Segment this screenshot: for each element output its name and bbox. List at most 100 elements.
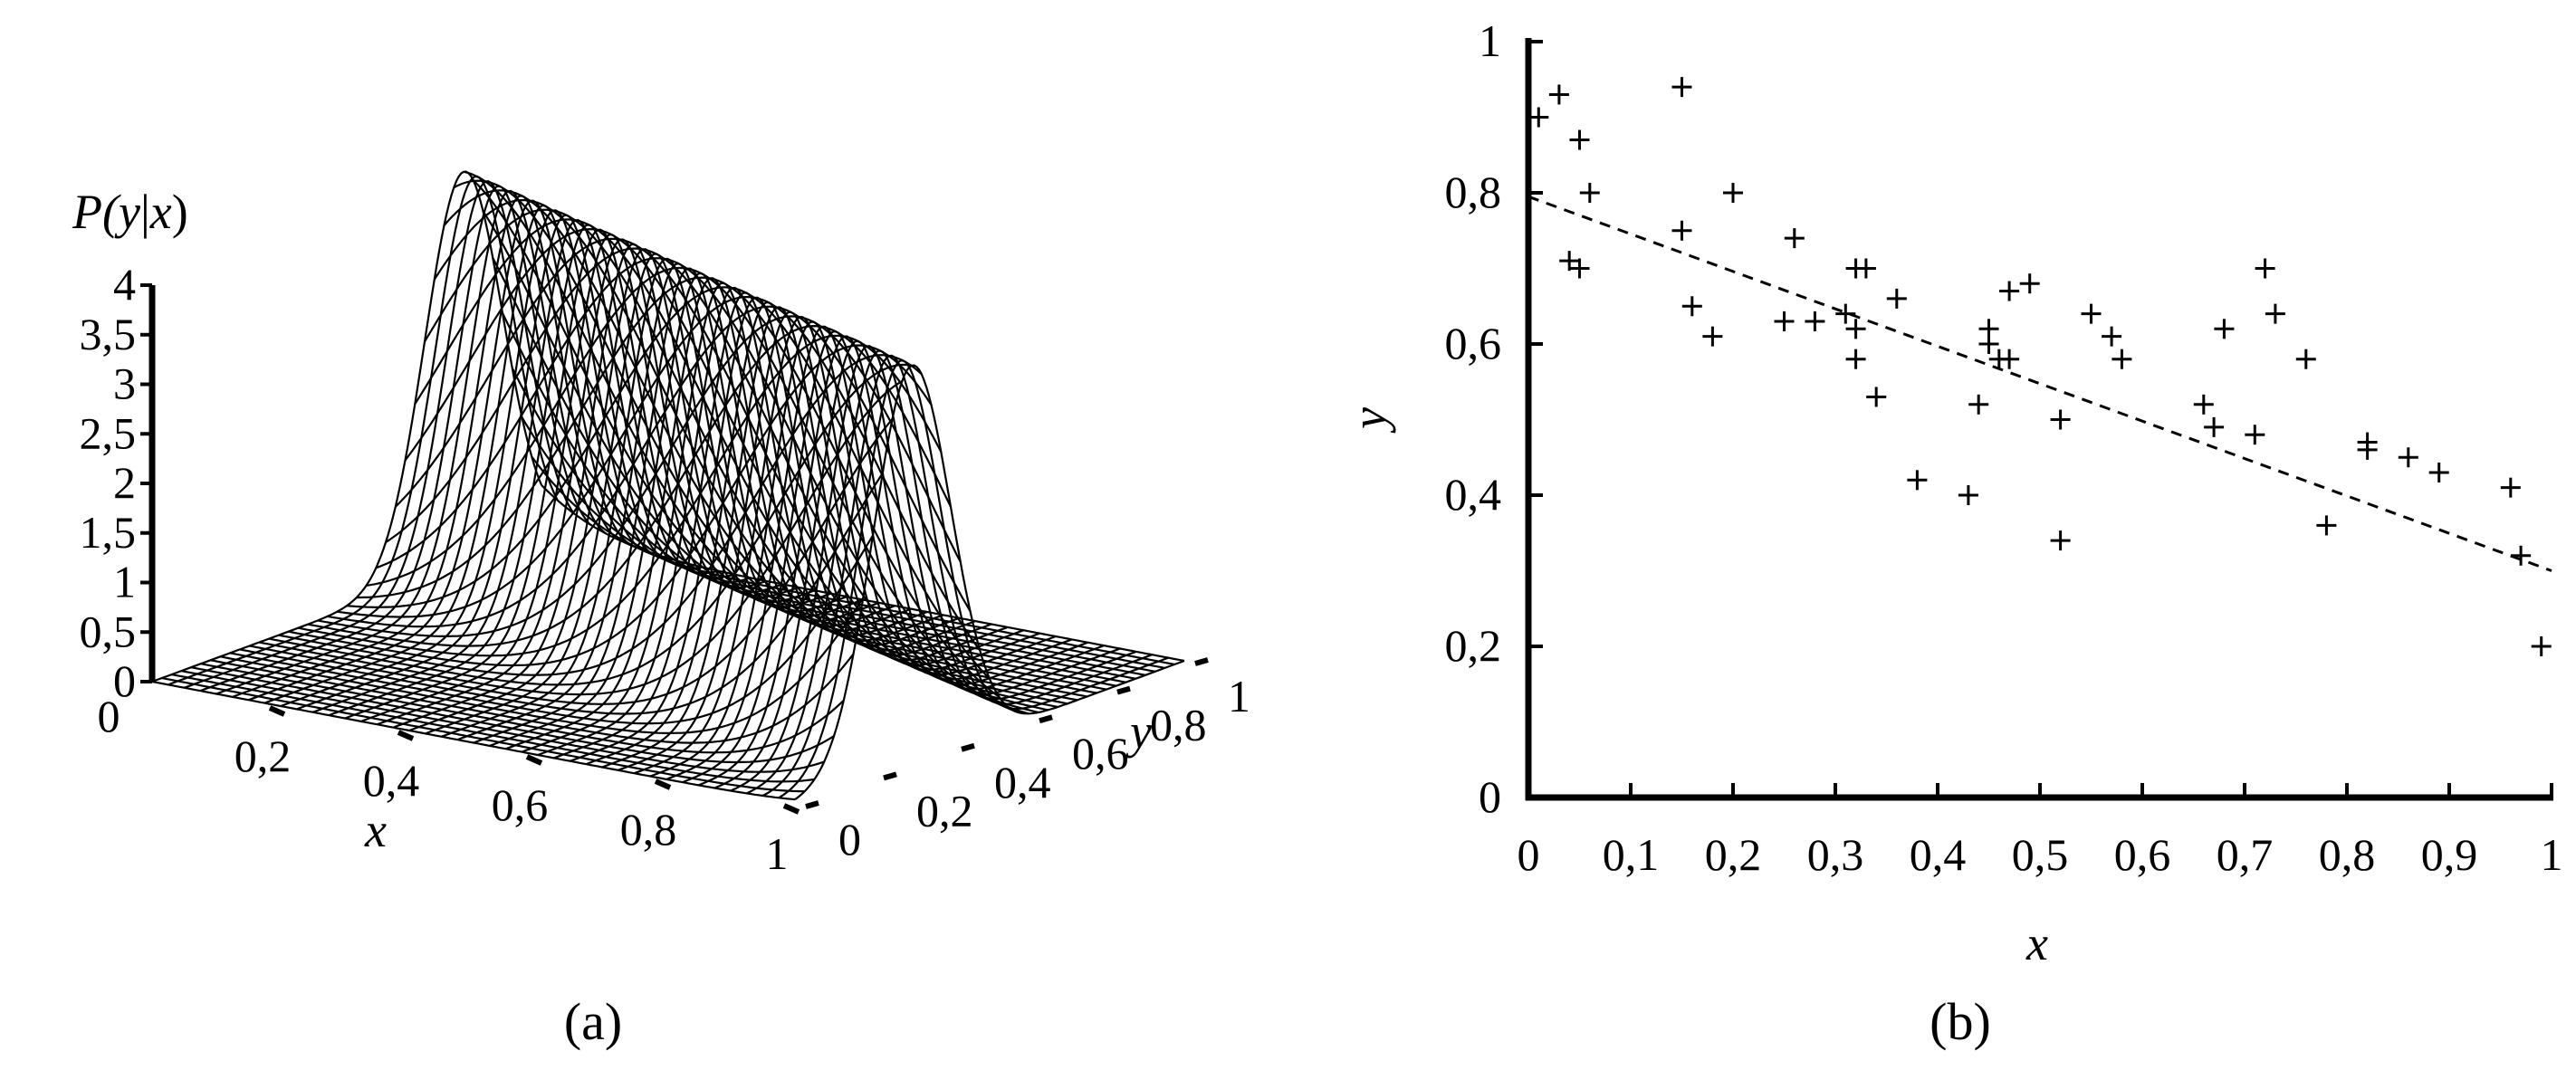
data-point xyxy=(1579,183,1600,203)
mesh-line-y xyxy=(239,473,884,715)
data-point xyxy=(2019,273,2040,294)
data-point xyxy=(2316,515,2337,536)
mesh-line-y xyxy=(298,334,943,657)
y-tick-label: 1 xyxy=(1228,671,1250,721)
data-point xyxy=(1835,303,1856,324)
data-point xyxy=(1784,228,1805,249)
mesh-line-y xyxy=(433,198,1078,702)
x-tick-label: 0,4 xyxy=(1910,829,1967,880)
y-tick-label: 0,4 xyxy=(994,757,1051,807)
data-point xyxy=(2500,477,2521,498)
x-tick-label: 0,8 xyxy=(620,804,677,855)
z-tick-label: 1,5 xyxy=(80,507,137,558)
mesh-line-y xyxy=(366,266,1010,709)
z-axis-title: P(y|x) xyxy=(72,185,188,239)
mesh-line-y xyxy=(220,597,865,735)
data-point xyxy=(2265,303,2285,324)
y-tick-mark xyxy=(883,771,897,781)
x-tick-mark xyxy=(654,779,672,790)
data-point xyxy=(2214,319,2235,339)
data-point xyxy=(2102,326,2122,347)
y-tick-label: 0,6 xyxy=(1072,728,1129,779)
mesh-line-y xyxy=(482,210,1126,683)
x-tick-label: 0,7 xyxy=(2217,829,2274,880)
data-point xyxy=(1978,334,1999,354)
mesh-line-y xyxy=(327,305,972,628)
data-point xyxy=(2245,425,2265,445)
data-point xyxy=(1845,319,1866,339)
z-tick-label: 0,5 xyxy=(80,606,137,656)
mesh-line-y xyxy=(346,286,991,680)
x-tick-label: 0,2 xyxy=(235,731,292,781)
z-tick-label: 3,5 xyxy=(80,309,137,359)
x-tick-mark xyxy=(268,705,286,717)
x-tick-label: 0,2 xyxy=(1705,829,1762,880)
data-point xyxy=(2193,394,2214,415)
x-tick-label: 0,6 xyxy=(2114,829,2171,880)
data-point xyxy=(1681,296,1702,317)
mesh-line-y xyxy=(171,674,815,783)
x-tick-label: 0,9 xyxy=(2421,829,2478,880)
data-point xyxy=(1569,258,1590,279)
x-tick-label: 1 xyxy=(766,828,789,879)
mesh-line-y xyxy=(151,680,796,801)
data-point xyxy=(1559,251,1580,272)
x-tick-mark xyxy=(525,754,543,766)
data-point xyxy=(2398,447,2418,468)
data-points xyxy=(1528,77,2552,656)
x-axis-ticks: 0 0,1 0,2 0,3 0,4 0,5 0,6 0,7 0,8 0,9 1 xyxy=(1518,783,2563,880)
data-point xyxy=(1774,310,1795,331)
data-point xyxy=(2112,349,2132,369)
mesh-line-y xyxy=(463,170,1107,691)
mesh-line-y xyxy=(200,663,845,754)
data-point xyxy=(2531,636,2552,656)
data-point xyxy=(2255,258,2275,279)
z-tick-label: 3 xyxy=(113,358,136,409)
mesh-line-y xyxy=(249,418,894,705)
x-tick-label: 0,1 xyxy=(1603,829,1660,880)
mesh-line-y xyxy=(259,380,903,696)
data-point xyxy=(1999,349,2020,369)
z-tick-label: 1 xyxy=(113,557,136,607)
data-point xyxy=(1702,326,1723,347)
x-tick-mark xyxy=(397,730,415,741)
mesh-line-y xyxy=(268,363,913,686)
x-axis-title: x xyxy=(364,803,387,857)
x-tick-label: 0,5 xyxy=(2012,829,2069,880)
surface-mesh xyxy=(151,170,1185,801)
mesh-line-y xyxy=(385,247,1029,715)
z-tick-label: 2 xyxy=(113,457,136,508)
data-point xyxy=(1907,470,1928,491)
data-point xyxy=(2511,545,2532,566)
mesh-line-y xyxy=(356,276,1001,699)
data-point xyxy=(2357,439,2378,460)
mesh-line-y xyxy=(337,295,982,652)
z-tick-label: 0 xyxy=(113,655,136,706)
data-point xyxy=(1528,107,1549,128)
y-axis-ticks: 0 0,2 0,4 0,6 0,8 1 xyxy=(805,657,1250,865)
mesh-line-y xyxy=(288,344,933,667)
x-tick-label: 0,4 xyxy=(363,755,420,806)
mesh-line-y xyxy=(395,237,1039,714)
panel-b-caption: (b) xyxy=(1930,992,1991,1051)
data-point xyxy=(1866,387,1887,407)
mesh-line-y xyxy=(511,368,1155,673)
data-point xyxy=(1968,394,1989,415)
mesh-line-y xyxy=(424,208,1068,705)
y-tick-label: 0 xyxy=(838,814,861,865)
mesh-line-y xyxy=(161,676,805,793)
data-point xyxy=(1855,258,1876,279)
trend-line xyxy=(1527,195,2552,572)
data-point xyxy=(1671,77,1692,98)
data-point xyxy=(2050,409,2071,430)
y-tick-label: 0,8 xyxy=(1150,700,1207,750)
data-point xyxy=(2081,303,2102,324)
data-point xyxy=(1845,349,1866,369)
data-point xyxy=(1886,288,1907,309)
y-tick-label: 0,6 xyxy=(1445,318,1502,368)
y-axis-ticks: 0 0,2 0,4 0,6 0,8 1 xyxy=(1445,15,1543,822)
y-tick-mark xyxy=(961,742,975,752)
data-point xyxy=(2204,416,2225,437)
mesh-line-y xyxy=(229,534,874,725)
data-point xyxy=(1548,84,1569,105)
